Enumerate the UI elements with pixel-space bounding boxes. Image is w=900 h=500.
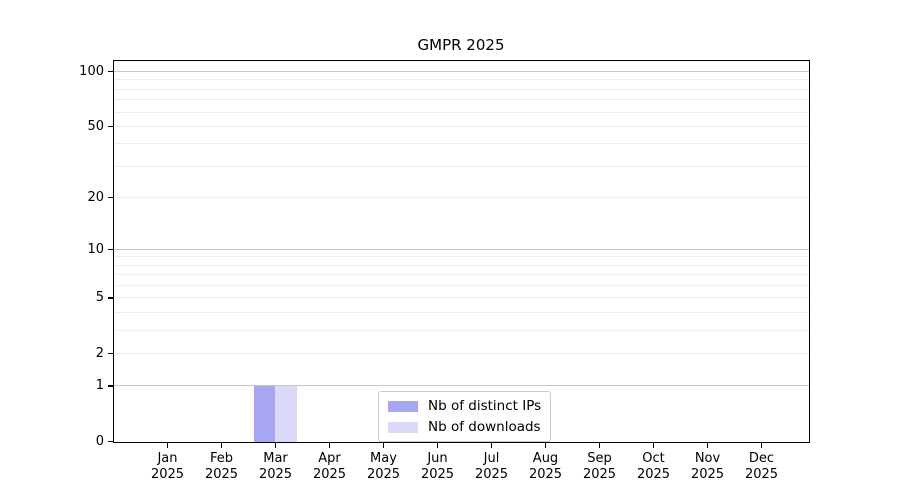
gridline-minor	[114, 79, 809, 81]
x-tick-label-year: 2025	[474, 467, 509, 482]
x-tick-label-month: Aug	[532, 451, 559, 466]
y-tick-label: 2	[95, 345, 104, 361]
x-tick-label-month: Apr	[318, 451, 341, 466]
y-tick-label: 0	[95, 434, 104, 449]
gridline-minor	[114, 125, 809, 127]
x-tick-mark	[274, 443, 277, 448]
x-tick-label-month: Jul	[483, 451, 500, 466]
x-tick-label: Jan 2025	[151, 451, 184, 483]
x-tick-label-month: Dec	[748, 451, 775, 466]
gridline-major	[114, 248, 809, 250]
x-tick-label-year: 2025	[258, 467, 293, 482]
y-tick-mark	[108, 352, 113, 355]
x-tick-mark	[760, 443, 763, 448]
legend-item-distinct-ips: Nb of distinct IPs	[388, 398, 541, 414]
legend-swatch-downloads	[388, 421, 418, 433]
legend: Nb of distinct IPs Nb of downloads	[378, 391, 552, 442]
legend-label-downloads: Nb of downloads	[428, 419, 541, 435]
y-tick-label: 100	[79, 64, 104, 80]
x-tick-label-year: 2025	[150, 467, 185, 482]
x-tick-label-month: Oct	[642, 451, 665, 466]
y-tick-mark	[108, 125, 113, 128]
legend-item-downloads: Nb of downloads	[388, 419, 541, 435]
x-tick-mark	[436, 443, 439, 448]
x-tick-label-month: Jan	[157, 451, 178, 466]
y-tick-mark	[108, 248, 113, 251]
gridline-minor	[114, 196, 809, 198]
y-tick-mark	[108, 440, 113, 443]
gridline-minor	[114, 88, 809, 90]
x-tick-label-month: Jun	[427, 451, 448, 466]
legend-swatch-distinct-ips	[388, 400, 418, 412]
gridline-minor	[114, 111, 809, 113]
x-tick-label-year: 2025	[528, 467, 563, 482]
x-tick-label: Oct 2025	[637, 451, 670, 483]
x-tick-label-year: 2025	[420, 467, 455, 482]
y-tick-mark	[108, 70, 113, 73]
gridline-major	[114, 385, 809, 387]
x-tick-mark	[544, 443, 547, 448]
x-tick-label-month: Mar	[263, 451, 288, 466]
y-tick-mark	[108, 297, 113, 299]
x-tick-label-month: Nov	[694, 451, 721, 466]
x-tick-label-month: Feb	[209, 451, 234, 466]
x-tick-mark	[220, 443, 223, 448]
x-tick-label-year: 2025	[312, 467, 347, 482]
plot-area	[113, 60, 810, 443]
y-tick-label: 1	[95, 378, 104, 394]
x-tick-mark	[166, 443, 169, 448]
gridline-minor	[114, 274, 809, 276]
gridline-minor	[114, 329, 809, 331]
x-tick-label: Jun 2025	[421, 451, 454, 483]
gridline-minor	[114, 312, 809, 313]
x-tick-label: Sep 2025	[583, 451, 616, 483]
gridline-minor	[114, 285, 809, 287]
y-tick-mark	[108, 385, 113, 387]
y-tick-label: 20	[87, 189, 104, 205]
x-tick-label-year: 2025	[366, 467, 401, 482]
x-tick-label-year: 2025	[744, 467, 779, 482]
x-tick-mark	[382, 443, 385, 448]
x-tick-label: Nov 2025	[691, 451, 724, 483]
x-tick-label: Aug 2025	[529, 451, 562, 483]
gridline-minor	[114, 165, 809, 167]
x-tick-label: Dec 2025	[745, 451, 778, 483]
x-tick-label-year: 2025	[204, 467, 239, 482]
gridline-major	[114, 71, 809, 73]
gridline-minor	[114, 264, 809, 266]
gridline-minor	[114, 297, 809, 299]
x-tick-mark	[328, 443, 331, 448]
x-tick-label: Jul 2025	[475, 451, 508, 483]
x-tick-mark	[706, 443, 709, 448]
y-tick-label: 10	[87, 241, 104, 257]
gridline-minor	[114, 99, 809, 101]
y-tick-label: 50	[87, 118, 104, 134]
x-tick-label-month: Sep	[587, 451, 612, 466]
x-tick-label: Feb 2025	[205, 451, 238, 483]
legend-label-distinct-ips: Nb of distinct IPs	[428, 398, 542, 414]
x-tick-label-month: May	[370, 451, 397, 466]
x-tick-mark	[652, 443, 655, 448]
x-tick-label-year: 2025	[690, 467, 725, 482]
x-tick-label-year: 2025	[636, 467, 671, 482]
x-tick-mark	[598, 443, 601, 448]
gridline-minor	[114, 352, 809, 354]
chart-title: GMPR 2025	[417, 36, 505, 54]
y-tick-label: 5	[95, 290, 104, 306]
x-tick-label: Mar 2025	[259, 451, 292, 483]
bar-distinct-ips	[253, 386, 275, 442]
x-tick-label: Apr 2025	[313, 451, 346, 483]
gridline-minor	[114, 256, 809, 258]
gridline-minor	[114, 143, 809, 145]
y-tick-mark	[108, 196, 113, 199]
bar-downloads	[275, 386, 297, 442]
x-tick-label: May 2025	[367, 451, 400, 483]
x-tick-mark	[490, 443, 493, 448]
x-tick-label-year: 2025	[582, 467, 617, 482]
